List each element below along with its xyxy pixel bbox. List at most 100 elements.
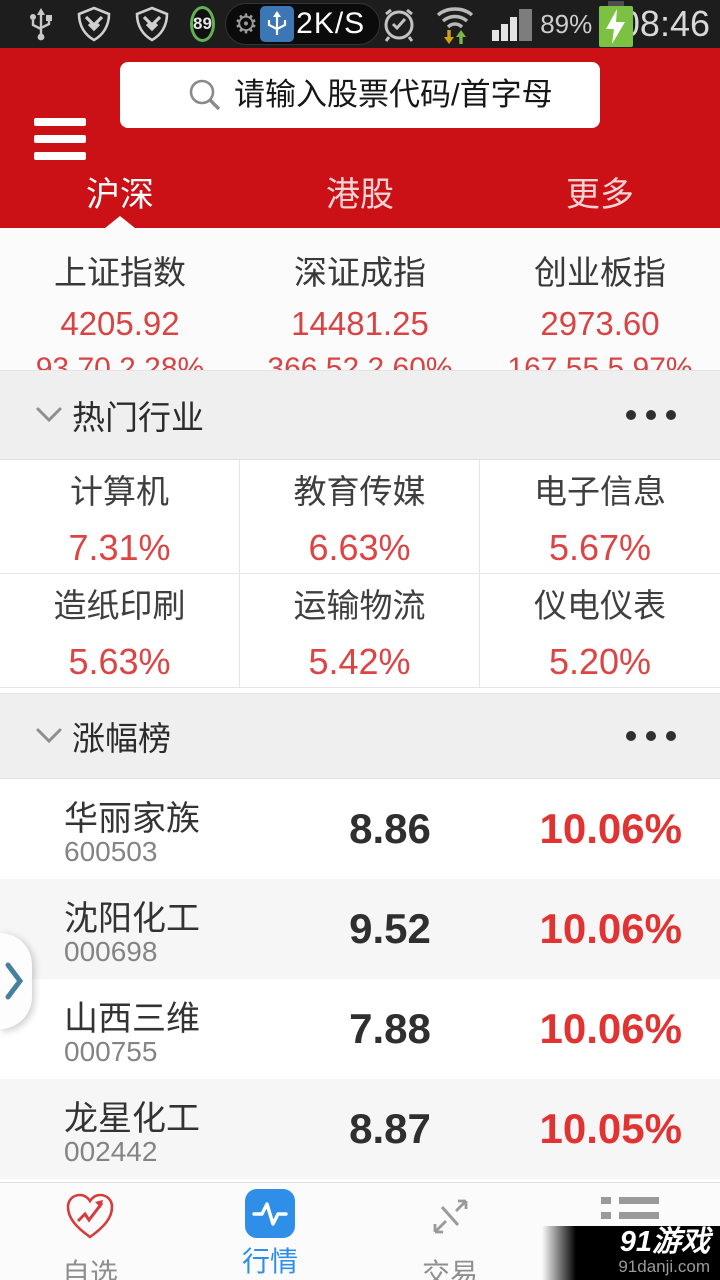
stock-row[interactable]: 山西三维 000755 7.88 10.06% xyxy=(0,979,720,1079)
nav-watchlist[interactable]: 自选 xyxy=(0,1183,180,1280)
index-name: 上证指数 xyxy=(54,254,186,291)
index-value: 2973.60 xyxy=(540,305,660,342)
active-tab-caret xyxy=(105,216,135,228)
stock-code: 600503 xyxy=(64,836,158,867)
section-hot-industries: 热门行业 xyxy=(0,370,720,460)
industry-pct: 6.63% xyxy=(308,526,411,568)
watermark-domain: 91danji.com xyxy=(618,1257,710,1277)
index-name: 深证成指 xyxy=(294,254,426,291)
stock-price: 9.52 xyxy=(349,905,431,952)
section-gainers: 涨幅榜 xyxy=(0,693,720,779)
stock-pct: 10.06% xyxy=(539,905,682,952)
stock-code: 000755 xyxy=(64,1036,158,1067)
side-drawer-handle[interactable] xyxy=(0,933,32,1029)
stock-row[interactable]: 沈阳化工 000698 9.52 10.06% xyxy=(0,879,720,979)
net-speed-value: 2K/S xyxy=(296,7,366,40)
stock-price: 8.87 xyxy=(349,1105,431,1152)
industry-cell[interactable]: 教育传媒 6.63% xyxy=(240,460,480,574)
nav-trade[interactable]: 交易 xyxy=(360,1183,540,1280)
nav-label: 自选 xyxy=(61,1258,118,1280)
search-box[interactable] xyxy=(120,62,604,128)
shield-icon xyxy=(76,6,112,42)
industry-name: 教育传媒 xyxy=(293,472,426,510)
gainers-list: 华丽家族 600503 8.86 10.06% 沈阳化工 000698 9.52… xyxy=(0,779,720,1179)
nav-label: 交易 xyxy=(421,1258,478,1280)
stock-name: 沈阳化工 xyxy=(64,900,200,938)
section-title: 热门行业 xyxy=(72,399,204,436)
industry-pct: 5.67% xyxy=(548,526,652,568)
stock-name: 龙星化工 xyxy=(64,1100,200,1138)
industry-cell[interactable]: 计算机 7.31% xyxy=(0,460,240,574)
section-title: 涨幅榜 xyxy=(72,720,171,757)
pulse-chart-icon xyxy=(245,1189,295,1238)
watermark-title: 91游戏 xyxy=(619,1226,710,1259)
chevron-right-icon xyxy=(5,962,24,1000)
chevron-down-icon[interactable] xyxy=(34,405,64,425)
stock-pct: 10.06% xyxy=(539,1005,682,1052)
industry-pct: 7.31% xyxy=(68,526,171,568)
alarm-icon xyxy=(380,5,418,43)
index-shanghai[interactable]: 上证指数 4205.92 93.70 2.28% xyxy=(0,228,240,385)
industry-name: 电子信息 xyxy=(534,472,666,510)
stock-row[interactable]: 龙星化工 002442 8.87 10.05% xyxy=(0,1079,720,1179)
wifi-traffic-icon xyxy=(434,4,476,44)
memory-badge: 89 xyxy=(190,6,215,42)
more-options-icon[interactable] xyxy=(616,410,676,420)
search-icon xyxy=(186,76,224,114)
stock-name: 华丽家族 xyxy=(64,800,200,838)
nav-quotes[interactable]: 行情 xyxy=(180,1183,360,1280)
search-input[interactable] xyxy=(234,77,604,113)
status-bar: 89 ⚙ 2K/S xyxy=(0,0,720,48)
industry-name: 造纸印刷 xyxy=(53,586,186,624)
index-chinext[interactable]: 创业板指 2973.60 167.55 5.97% xyxy=(480,228,720,385)
battery-percent: 89% xyxy=(540,8,593,39)
divider xyxy=(0,688,720,693)
watermark: 91游戏 91danji.com xyxy=(542,1226,720,1280)
tab-label: 更多 xyxy=(566,175,634,214)
tab-label: 沪深 xyxy=(86,175,154,214)
industry-name: 仪电仪表 xyxy=(534,586,666,624)
gear-wifi-icon: ⚙ xyxy=(233,8,259,39)
stock-price: 7.88 xyxy=(349,1005,431,1052)
tab-label: 港股 xyxy=(326,175,394,214)
net-speed-pill: ⚙ 2K/S xyxy=(224,3,381,45)
tab-ganggu[interactable]: 港股 xyxy=(240,154,480,228)
stock-code: 000698 xyxy=(64,936,158,967)
stock-name: 山西三维 xyxy=(64,1000,200,1038)
stock-row[interactable]: 华丽家族 600503 8.86 10.06% xyxy=(0,779,720,879)
trident-icon xyxy=(260,6,295,42)
index-value: 4205.92 xyxy=(60,305,180,342)
industry-pct: 5.42% xyxy=(308,640,411,682)
index-value: 14481.25 xyxy=(291,305,429,342)
index-shenzhen[interactable]: 深证成指 14481.25 366.52 2.60% xyxy=(240,228,480,385)
nav-label: 行情 xyxy=(241,1246,298,1277)
industry-cell[interactable]: 仪电仪表 5.20% xyxy=(480,574,720,688)
industry-pct: 5.63% xyxy=(68,640,171,682)
usb-icon xyxy=(28,7,54,41)
signal-icon xyxy=(490,7,533,41)
tab-more[interactable]: 更多 xyxy=(480,154,720,228)
industry-cell[interactable]: 运输物流 5.42% xyxy=(240,574,480,688)
chevron-down-icon[interactable] xyxy=(34,726,64,746)
industry-pct: 5.20% xyxy=(548,640,652,682)
stock-code: 002442 xyxy=(64,1136,158,1167)
industry-cell[interactable]: 电子信息 5.67% xyxy=(480,460,720,574)
trade-arrows-icon xyxy=(422,1189,478,1250)
index-name: 创业板指 xyxy=(534,254,666,291)
status-time: 08:46 xyxy=(619,3,710,44)
stock-pct: 10.05% xyxy=(539,1105,682,1152)
more-options-icon[interactable] xyxy=(616,731,676,741)
stock-pct: 10.06% xyxy=(539,805,682,852)
market-tabs: 沪深 港股 更多 xyxy=(0,154,720,228)
tab-hushen[interactable]: 沪深 xyxy=(0,154,240,228)
shield-icon xyxy=(134,6,170,42)
app-header: 沪深 港股 更多 xyxy=(0,48,720,228)
stock-price: 8.86 xyxy=(349,805,431,852)
menu-button[interactable] xyxy=(34,118,86,169)
battery-icon xyxy=(598,1,634,47)
industry-cell[interactable]: 造纸印刷 5.63% xyxy=(0,574,240,688)
industry-name: 计算机 xyxy=(70,472,169,510)
heart-arrow-icon xyxy=(62,1189,118,1250)
index-summary: 上证指数 4205.92 93.70 2.28% 深证成指 14481.25 3… xyxy=(0,228,720,385)
